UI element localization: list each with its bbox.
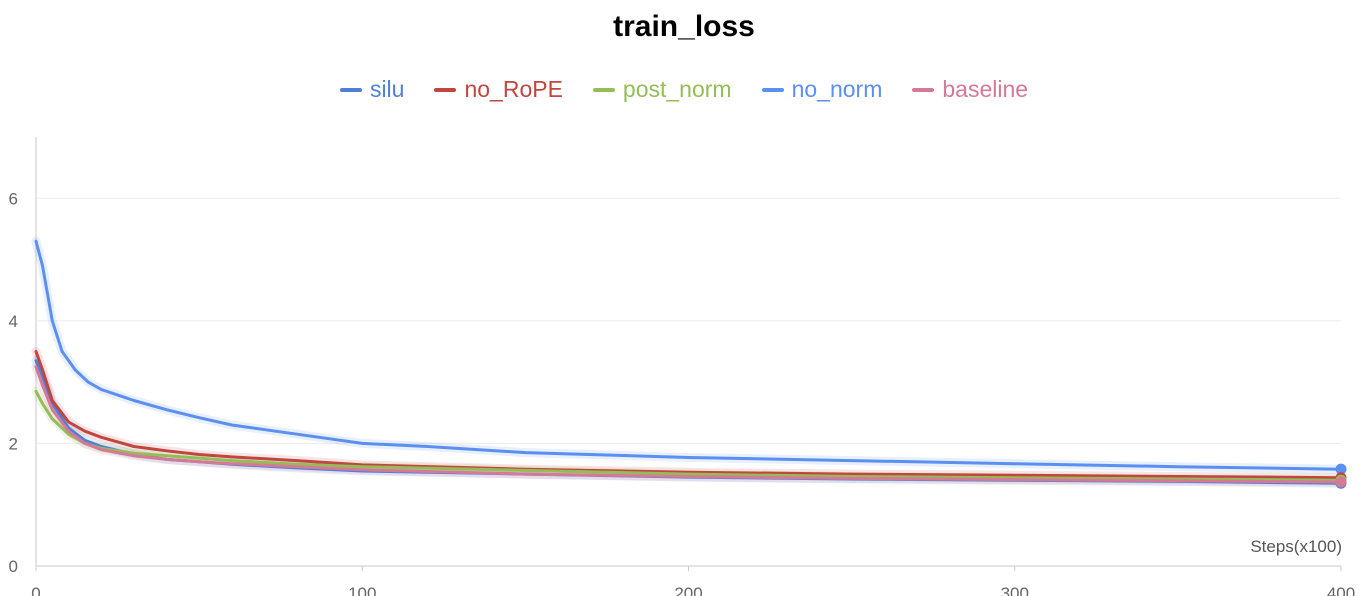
x-tick-label: 100 [348,584,376,596]
y-tick-label: 6 [9,189,18,208]
legend-label-silu: silu [369,76,405,102]
chart-title: train_loss [613,10,755,43]
series-line-post_norm[interactable] [34,389,1343,482]
legend-label-no-rope: no_RoPE [464,76,563,102]
series-layer [31,236,1347,489]
legend-swatch-no-rope [434,87,457,92]
legend-item-silu[interactable]: silu [339,76,405,103]
legend-label-baseline: baseline [942,76,1029,102]
axis-layer: 0 2 4 6 0 100 200 300 400 [9,137,1355,596]
grid-layer [36,197,1341,444]
legend: silu no_RoPE post_norm no_norm baseline [0,76,1368,103]
series-endpoint-baseline[interactable] [1335,476,1347,488]
series-band-no_norm [31,236,1346,474]
legend-swatch-post-norm [592,87,615,92]
series-line-baseline[interactable] [34,365,1343,484]
y-tick-label: 0 [9,557,18,576]
legend-swatch-baseline [912,87,935,92]
x-axis-label: Steps(x100) [1250,537,1342,556]
legend-item-no-norm[interactable]: no_norm [761,76,883,103]
legend-item-post-norm[interactable]: post_norm [592,76,732,103]
x-tick-label: 200 [674,584,702,596]
legend-item-baseline[interactable]: baseline [912,76,1028,103]
series-line-no_RoPE[interactable] [34,350,1343,480]
legend-label-post-norm: post_norm [622,76,732,102]
legend-label-no-norm: no_norm [791,76,883,102]
series-endpoint-no_norm[interactable] [1335,463,1347,475]
x-tick-label: 0 [31,584,40,596]
series-line-no_norm[interactable] [34,239,1343,471]
x-tick-label: 300 [1001,584,1029,596]
legend-swatch-silu [339,87,362,92]
y-tick-label: 4 [9,312,18,331]
legend-item-no-rope[interactable]: no_RoPE [434,76,563,103]
y-tick-label: 2 [9,434,18,453]
x-tick-label: 400 [1327,584,1355,596]
legend-swatch-no-norm [761,87,784,92]
